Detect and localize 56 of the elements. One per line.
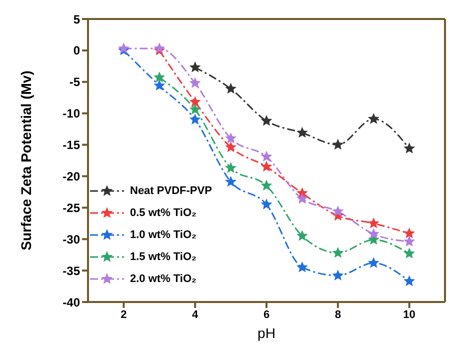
- point: [332, 205, 344, 216]
- y-tick-label: 0: [73, 44, 80, 58]
- point: [189, 96, 201, 107]
- point: [189, 61, 201, 72]
- point: [154, 71, 166, 82]
- point: [404, 236, 416, 246]
- y-tick-label: -20: [62, 169, 80, 184]
- legend-label: 1.5 wt% TiO₂: [130, 250, 196, 265]
- x-tick-label: 8: [334, 308, 341, 321]
- point: [332, 138, 344, 150]
- point: [225, 132, 237, 144]
- point: [260, 180, 272, 191]
- x-tick-label: 10: [403, 308, 416, 321]
- point: [225, 176, 237, 187]
- y-tick-label: -40: [62, 295, 80, 310]
- point: [368, 217, 380, 228]
- point: [260, 150, 272, 162]
- y-tick-label: 5: [73, 12, 80, 26]
- y-axis-title: Surface Zeta Potential (Mv): [18, 70, 34, 250]
- y-tick-label: -25: [62, 200, 80, 215]
- point: [332, 246, 344, 258]
- legend-label: 2.0 wt% TiO₂: [130, 272, 196, 287]
- point: [225, 141, 237, 152]
- y-tick-label: -30: [62, 232, 80, 246]
- point: [225, 82, 237, 94]
- legend-label: 0.5 wt% TiO₂: [130, 206, 196, 221]
- point: [189, 77, 201, 88]
- y-tick-label: -10: [62, 106, 80, 121]
- y-tick-label: -5: [69, 75, 80, 90]
- point: [404, 227, 416, 238]
- point: [368, 257, 380, 268]
- y-tick-label: -35: [62, 264, 80, 278]
- point: [225, 162, 237, 173]
- point: [296, 261, 308, 272]
- point: [368, 112, 380, 124]
- point: [404, 275, 416, 286]
- point: [296, 192, 308, 204]
- point: [260, 198, 272, 210]
- point: [404, 248, 416, 258]
- point: [296, 230, 308, 241]
- point: [260, 114, 272, 126]
- x-axis-title: pH: [258, 325, 276, 341]
- point: [189, 114, 201, 124]
- point: [368, 228, 380, 239]
- point: [404, 142, 416, 154]
- y-tick-label: -15: [62, 138, 80, 152]
- x-tick-label: 4: [192, 308, 200, 321]
- point: [332, 270, 344, 280]
- legend-label: Neat PVDF-PVP: [130, 184, 212, 199]
- point: [260, 160, 272, 172]
- x-tick-label: 2: [120, 308, 127, 321]
- legend-label: 1.0 wt% TiO₂: [130, 228, 196, 243]
- point: [296, 126, 308, 138]
- point: [189, 104, 201, 114]
- point: [154, 80, 166, 91]
- x-tick-label: 6: [263, 308, 270, 321]
